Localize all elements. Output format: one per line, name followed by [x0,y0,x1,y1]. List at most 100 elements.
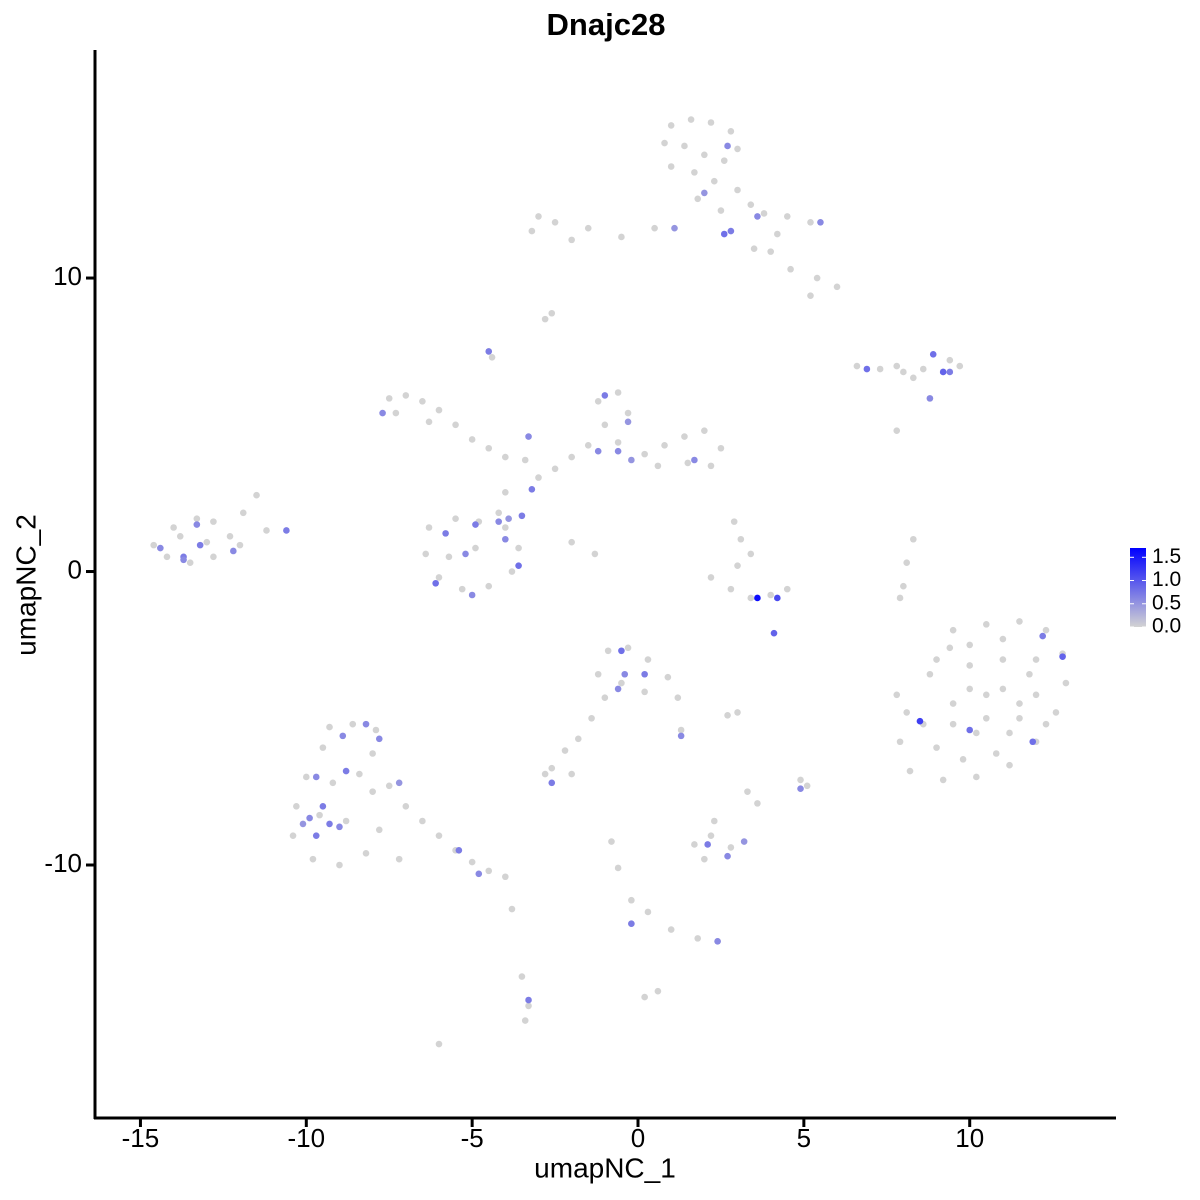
point [302,773,310,781]
chart-title: Dnajc28 [547,7,666,42]
point [992,750,1000,757]
point [833,283,841,291]
point [472,544,479,552]
point [528,227,536,235]
point [455,847,463,854]
point [535,474,542,481]
point [926,670,934,678]
point [425,524,433,531]
point [176,533,184,540]
point [710,817,718,825]
point [797,776,804,784]
point [664,673,672,681]
point [196,541,204,549]
point [747,201,755,208]
point [485,348,493,355]
point [157,544,164,552]
point [973,729,980,737]
point [628,456,635,464]
point [299,820,307,828]
point [707,832,715,839]
point [667,122,675,129]
point [521,1017,529,1024]
point [734,186,741,194]
point [863,365,871,373]
point [528,486,536,493]
point [916,717,924,725]
point [309,855,317,863]
point [747,594,755,602]
point [710,177,718,185]
point [170,524,177,531]
point [707,462,715,470]
point [515,562,522,569]
point [893,691,901,699]
point [734,145,741,153]
point [774,594,781,602]
point [525,996,532,1004]
point [982,691,990,699]
point [704,841,711,848]
point [435,1040,443,1048]
point [535,213,542,220]
point [727,844,735,851]
x-axis-label: umapNC_1 [534,1152,676,1183]
point [1059,653,1066,660]
point [342,767,350,775]
point [667,163,675,170]
point [475,870,483,878]
point [515,544,522,552]
point [468,591,476,599]
point [654,462,662,470]
point [661,442,668,449]
point [767,591,774,599]
point [1006,761,1013,769]
point [903,559,910,567]
point [926,395,934,402]
point [933,656,940,663]
point [591,550,599,558]
point [966,662,974,669]
point [425,418,433,426]
point [485,444,493,452]
point [1016,714,1023,722]
point [336,823,343,831]
point [329,779,337,787]
point [419,398,426,405]
point [326,723,333,731]
point [1006,729,1013,737]
point [624,409,632,417]
point [508,568,516,575]
point [402,392,410,399]
point [999,635,1007,643]
point [568,538,575,546]
point [999,656,1007,663]
point [369,750,376,757]
point [717,444,725,452]
point [568,453,575,461]
point [312,832,320,839]
point [966,641,974,649]
point [724,852,731,860]
point [667,926,675,933]
point [293,803,300,810]
point [727,585,735,593]
point [641,450,648,458]
point [727,127,735,135]
point [754,800,761,807]
point [740,838,748,845]
point [319,744,327,751]
point [727,227,735,235]
point [462,550,469,558]
point [1039,632,1046,640]
point [488,353,496,361]
point [1032,656,1040,663]
point [720,157,728,164]
x-tick-label: -15 [122,1123,160,1153]
point [724,142,731,150]
point [906,767,914,775]
x-tick-label: 5 [797,1123,811,1153]
point [734,562,741,569]
point [677,732,685,740]
